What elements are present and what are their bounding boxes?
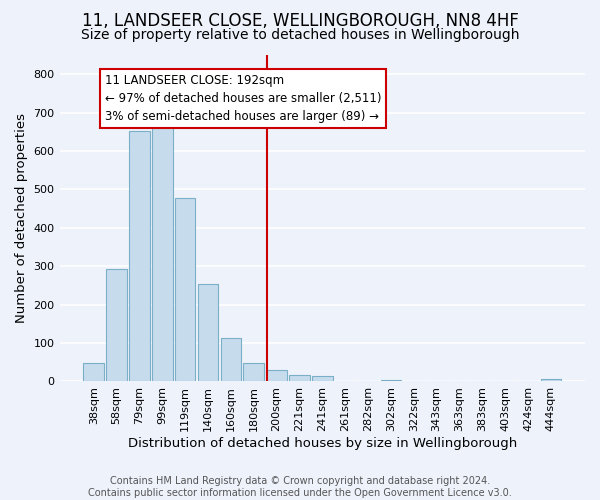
Text: Size of property relative to detached houses in Wellingborough: Size of property relative to detached ho…	[81, 28, 519, 42]
Bar	[175, 198, 196, 382]
Bar	[541, 379, 561, 382]
Bar	[380, 380, 401, 382]
Bar	[129, 132, 150, 382]
X-axis label: Distribution of detached houses by size in Wellingborough: Distribution of detached houses by size …	[128, 437, 517, 450]
Bar	[198, 284, 218, 382]
Y-axis label: Number of detached properties: Number of detached properties	[15, 113, 28, 323]
Bar	[221, 338, 241, 382]
Bar	[244, 363, 264, 382]
Text: 11 LANDSEER CLOSE: 192sqm
← 97% of detached houses are smaller (2,511)
3% of sem: 11 LANDSEER CLOSE: 192sqm ← 97% of detac…	[105, 74, 382, 123]
Bar	[83, 364, 104, 382]
Bar	[106, 269, 127, 382]
Bar	[152, 126, 173, 382]
Text: Contains HM Land Registry data © Crown copyright and database right 2024.
Contai: Contains HM Land Registry data © Crown c…	[88, 476, 512, 498]
Bar	[266, 370, 287, 382]
Bar	[312, 376, 332, 382]
Bar	[289, 376, 310, 382]
Text: 11, LANDSEER CLOSE, WELLINGBOROUGH, NN8 4HF: 11, LANDSEER CLOSE, WELLINGBOROUGH, NN8 …	[82, 12, 518, 30]
